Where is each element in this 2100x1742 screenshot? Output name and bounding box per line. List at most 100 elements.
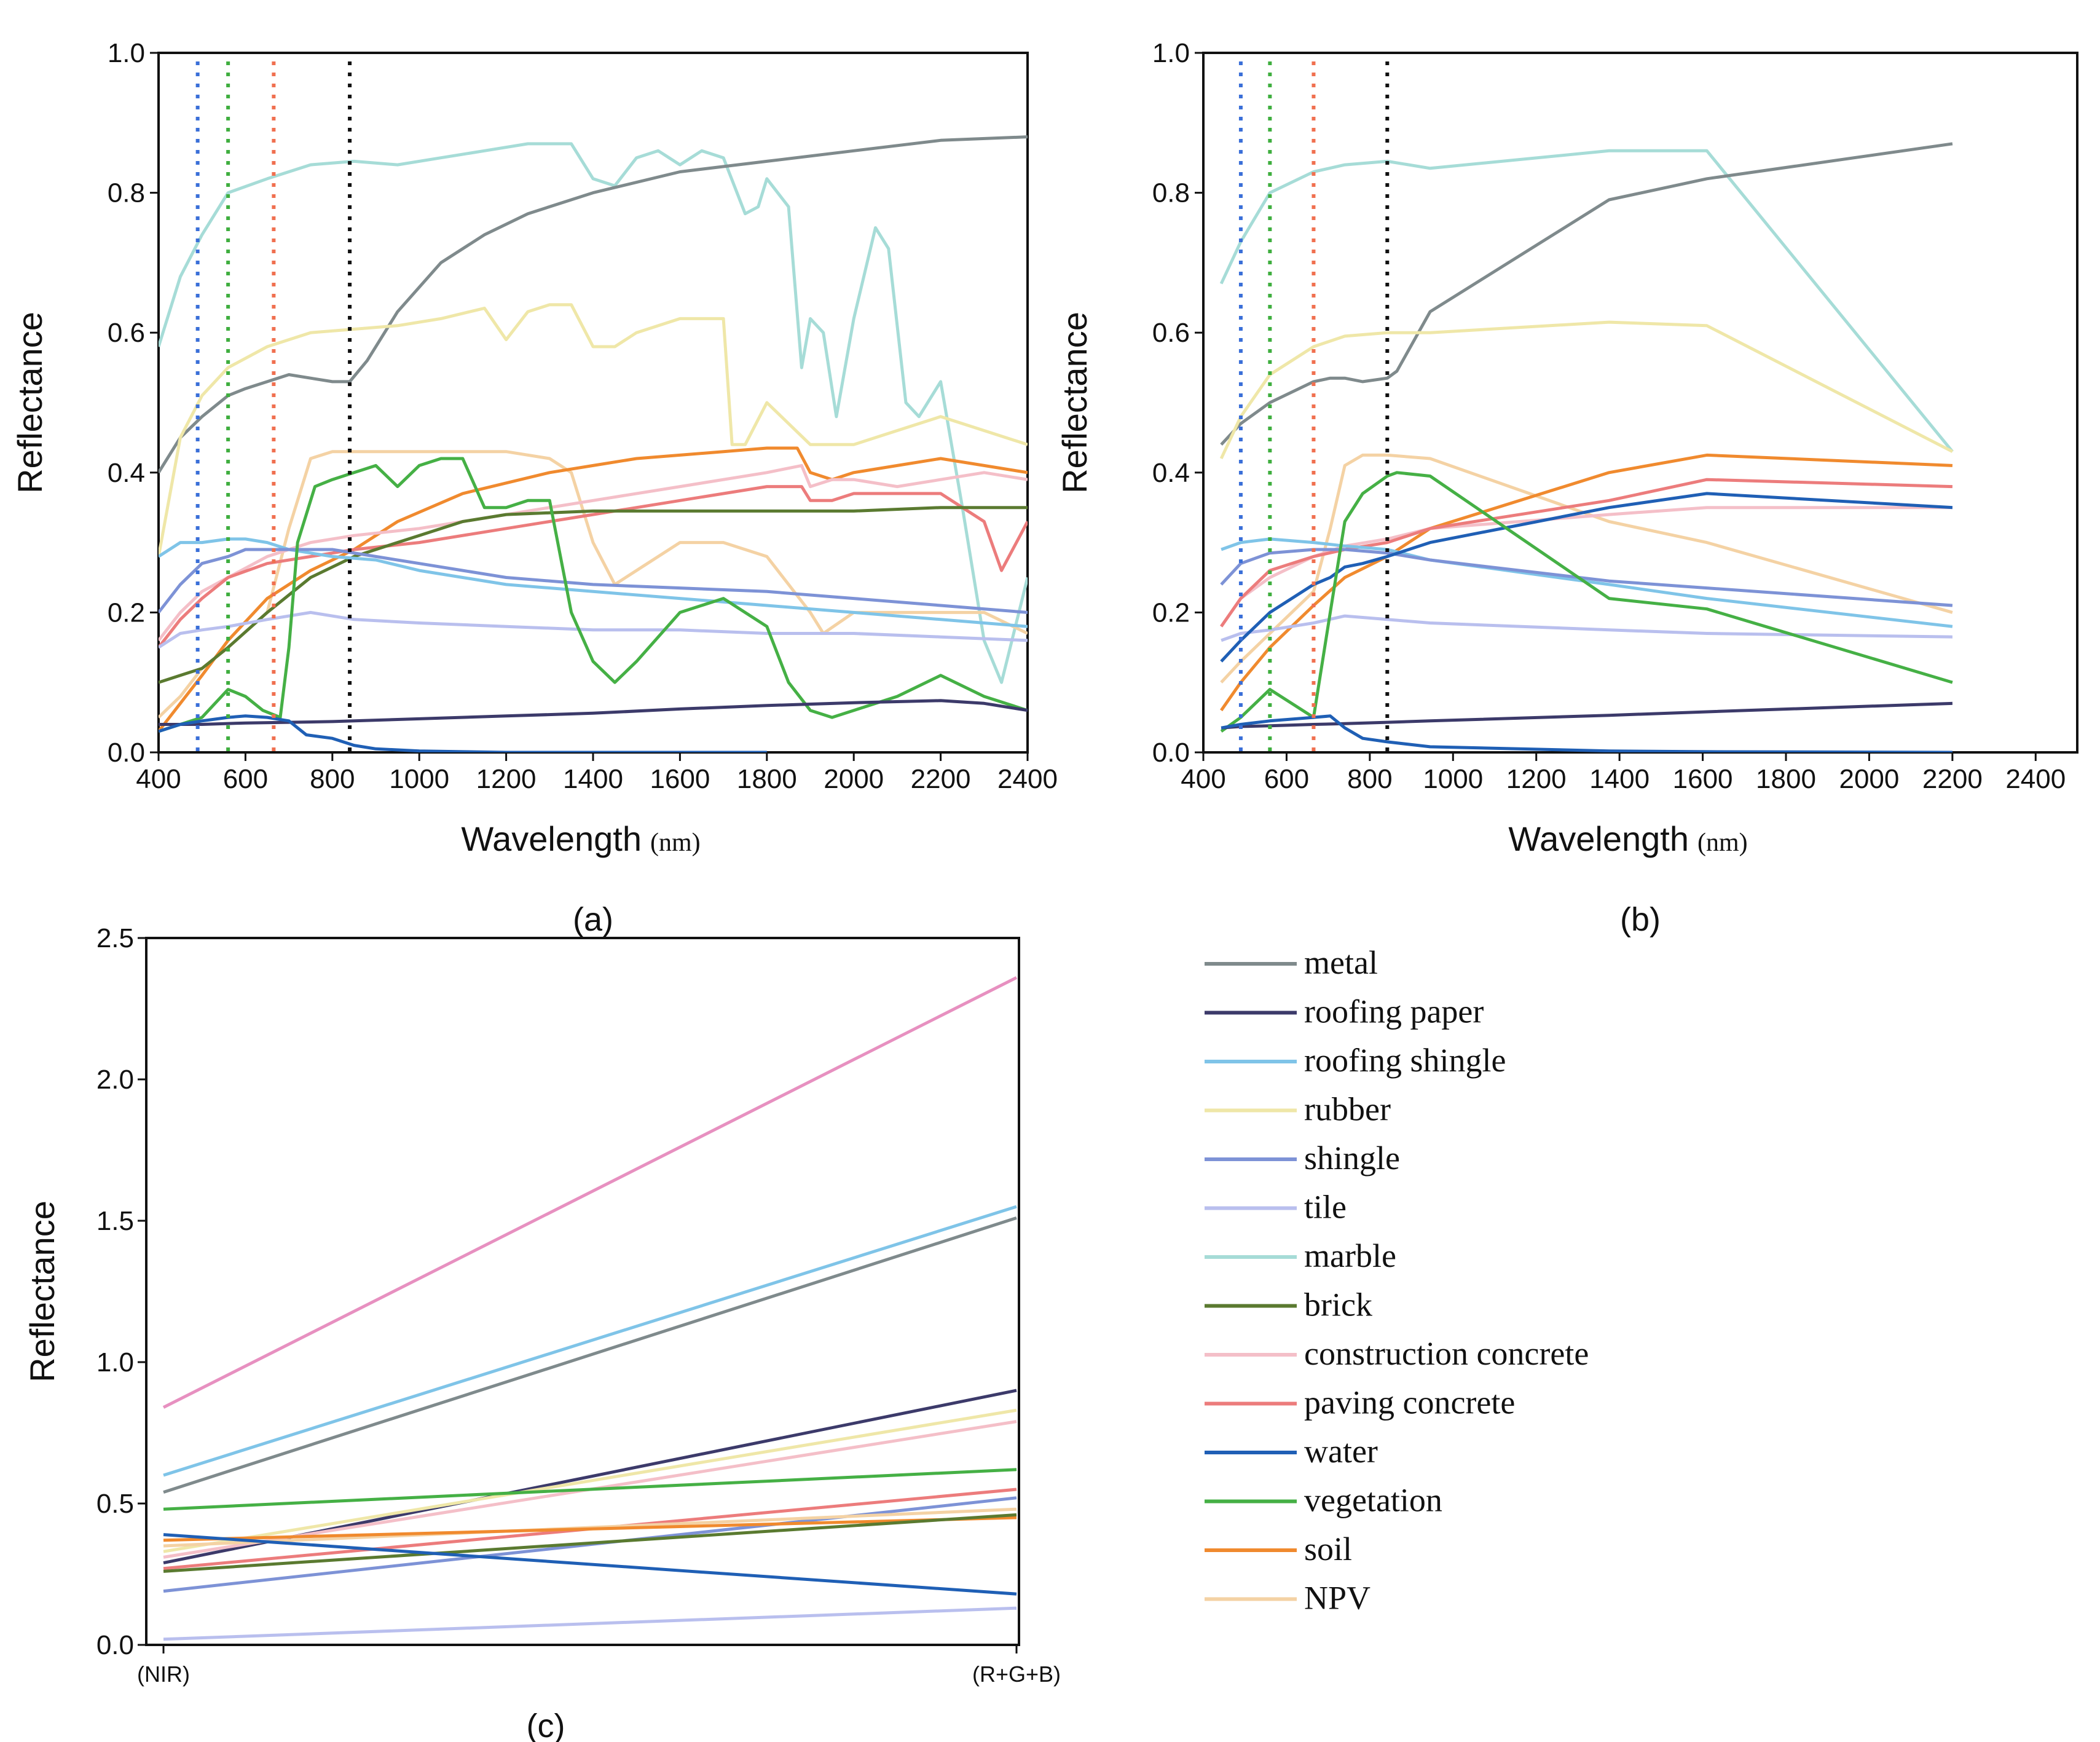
- series-npv: [1220, 453, 1953, 684]
- y-tick-label: 0.8: [1152, 178, 1190, 208]
- x-tick-label: 600: [223, 764, 268, 794]
- x-tick-label: 2200: [911, 764, 971, 794]
- y-tick-label: 0.5: [96, 1489, 134, 1519]
- legend-label-vegetation: vegetation: [1304, 1482, 1442, 1519]
- series-water: [163, 1533, 1017, 1596]
- series-vegetation: [163, 1468, 1017, 1511]
- y-tick-label: 1.0: [1152, 38, 1190, 68]
- series-water: [1221, 714, 1953, 752]
- series-metal: [159, 135, 1028, 474]
- series-group: [159, 135, 1028, 752]
- legend-label-paving-concrete: paving concrete: [1304, 1384, 1515, 1421]
- x-axis-unit: (nm): [650, 829, 701, 857]
- y-tick-label: 0.4: [108, 458, 145, 488]
- legend-label-brick: brick: [1304, 1287, 1372, 1323]
- series-marble: [159, 142, 1028, 684]
- series-roofing-paper: [159, 699, 1028, 726]
- x-tick-label: 1600: [650, 764, 710, 794]
- series-roofing-shingle: [163, 1205, 1017, 1477]
- series-construction-concrete: [159, 463, 1028, 642]
- legend-label-marble: marble: [1304, 1237, 1396, 1274]
- series-water: [1220, 492, 1953, 663]
- series-soil: [163, 1516, 1017, 1542]
- y-tick-label: 0.6: [1152, 318, 1190, 348]
- x-tick-label: 1000: [389, 764, 449, 794]
- x-tick-label: 600: [1264, 764, 1309, 794]
- y-tick-label: 1.5: [96, 1206, 134, 1236]
- x-tick-label: 1600: [1673, 764, 1733, 794]
- series-brick: [159, 506, 1028, 684]
- x-tick-label: 2200: [1922, 764, 1983, 794]
- x-category-label: (NIR): [137, 1661, 190, 1687]
- plot-frame: [145, 937, 1020, 1646]
- series-roofing-paper: [1221, 701, 1953, 730]
- x-tick-label: 2000: [1839, 764, 1899, 794]
- plot-frame: [1202, 52, 2078, 754]
- y-tick-label: 0.8: [108, 178, 145, 208]
- legend-label-soil: soil: [1304, 1531, 1352, 1567]
- series-vegetation: [159, 457, 1028, 733]
- legend: metal roofing paper roofing shingle rubber s…: [1205, 944, 1589, 1617]
- x-tick-label: 800: [1347, 764, 1392, 794]
- y-tick-label: 0.4: [1152, 458, 1190, 488]
- series-brick: [163, 1513, 1017, 1573]
- panel-c: 0.0 0.5 1.0 1.5 2.0 2.5 (NIR) (R+G+B) Reflectanc…: [23, 923, 1061, 1742]
- y-tick-label: 0.0: [108, 738, 145, 768]
- panel-b: 400 600 800 1000 1200 1400 1600 1800 2000 2200 240…: [1055, 38, 2078, 938]
- y-tick-label: 1.0: [108, 38, 145, 68]
- panel-label: (b): [1620, 901, 1661, 938]
- legend-label-tile: tile: [1304, 1189, 1347, 1226]
- x-tick-label: 400: [136, 764, 181, 794]
- series-soil: [159, 446, 1028, 733]
- series-vegetation: [1220, 471, 1953, 733]
- series-paving-concrete: [1220, 478, 1953, 628]
- series-marble: [1219, 149, 1954, 453]
- y-axis-label: Reflectance: [10, 312, 49, 494]
- panel-label: (a): [573, 901, 613, 938]
- legend-label-rubber: rubber: [1304, 1091, 1391, 1128]
- legend-label-metal: metal: [1304, 944, 1378, 981]
- series-tile: [1221, 614, 1953, 642]
- series-rubber: [1219, 320, 1954, 460]
- x-axis-label: Wavelength (nm): [461, 819, 700, 858]
- series-tile: [163, 1606, 1017, 1641]
- legend-label-roofing-shingle: roofing shingle: [1304, 1042, 1506, 1079]
- legend-label-roofing-paper: roofing paper: [1304, 993, 1484, 1030]
- series-roofing-shingle: [1221, 537, 1953, 628]
- y-tick-label: 2.5: [96, 923, 134, 953]
- panel-a: 400 600 800 1000 1200 1400 1600 1800 2000 2200 240…: [10, 38, 1058, 938]
- x-tick-label: 1200: [476, 764, 537, 794]
- x-tick-label: 400: [1181, 764, 1225, 794]
- x-tick-label: 1400: [563, 764, 623, 794]
- series-rubber: [159, 303, 1028, 557]
- series-tile: [159, 610, 1028, 649]
- x-tick-label: 2400: [997, 764, 1058, 794]
- y-tick-label: 2.0: [96, 1065, 134, 1095]
- series-shingle: [159, 548, 1028, 614]
- legend-label-construction-concrete: construction concrete: [1304, 1335, 1589, 1372]
- series-paving-concrete: [159, 485, 1028, 648]
- x-tick-label: 2000: [824, 764, 884, 794]
- x-tick-label: 1000: [1423, 764, 1483, 794]
- y-tick-label: 1.0: [96, 1347, 134, 1377]
- x-tick-label: 1400: [1589, 764, 1650, 794]
- series-soil: [1220, 453, 1953, 712]
- series-pink-line: [162, 976, 1018, 1409]
- legend-label-water: water: [1304, 1433, 1378, 1470]
- x-axis-label: Wavelength (nm): [1508, 819, 1747, 858]
- y-tick-label: 0.2: [1152, 597, 1190, 628]
- series-metal: [163, 1216, 1017, 1494]
- y-tick-label: 0.0: [96, 1630, 134, 1660]
- series-roofing-shingle: [159, 537, 1028, 628]
- series-construction-concrete: [1220, 506, 1953, 628]
- panel-label: (c): [527, 1708, 565, 1742]
- y-tick-label: 0.6: [108, 318, 145, 348]
- series-rubber: [163, 1408, 1017, 1553]
- x-tick-label: 1200: [1506, 764, 1567, 794]
- series-group: [1219, 142, 1954, 752]
- y-tick-label: 0.0: [1152, 738, 1190, 768]
- x-tick-label: 800: [310, 764, 355, 794]
- y-tick-label: 0.2: [108, 597, 145, 628]
- y-axis-label: Reflectance: [1055, 312, 1094, 494]
- series-shingle: [1220, 548, 1953, 607]
